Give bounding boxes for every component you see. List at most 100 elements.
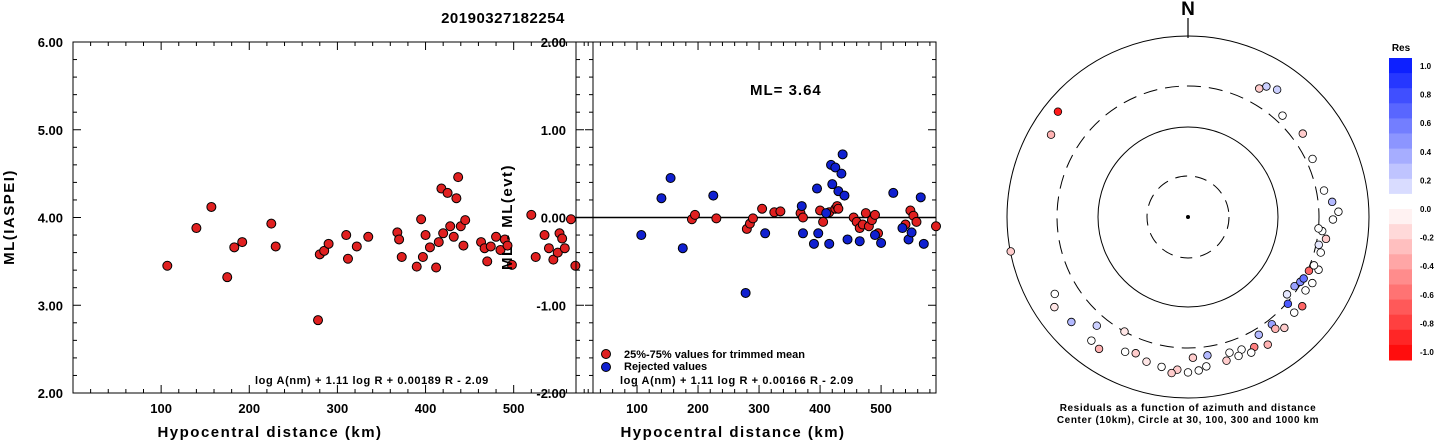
residual-distance-point: [797, 212, 808, 223]
residual-distance-point: [837, 149, 848, 160]
residual-station-point: [1247, 348, 1256, 357]
residual-station-point: [1334, 207, 1343, 216]
ml-distance-point: [506, 259, 517, 270]
colorbar-swatch: [1389, 299, 1412, 316]
azimuth-residual-points: [1006, 82, 1343, 378]
ml-distance-point: [420, 230, 431, 241]
residual-distance-point: [708, 190, 719, 201]
ml-distance-xtick-label: 100: [150, 401, 172, 416]
residual-station-point: [1087, 336, 1096, 345]
residual-distance-ytick-label: 0.00: [541, 211, 566, 226]
ml-distance-point: [363, 231, 374, 242]
ml-distance-ylabel: ML(IASPEI): [1, 169, 18, 265]
residual-distance-point: [760, 228, 771, 239]
ml-distance-point: [491, 231, 502, 242]
residual-distance-xtick-label: 300: [748, 401, 770, 416]
residual-station-point: [1046, 130, 1056, 139]
residual-distance-point: [888, 187, 899, 198]
residual-distance-point: [818, 216, 829, 227]
colorbar-labels: 1.0 0.8 0.6 0.4 0.2 0.0 -0.2 -0.4 -0.6 -0.8 -1.0: [1420, 62, 1434, 357]
residual-station-point: [1316, 248, 1325, 257]
residual-station-point: [1283, 299, 1293, 309]
colorbar-label: -1.0: [1420, 348, 1434, 357]
residual-station-point: [1203, 351, 1212, 360]
colorbar-swatch: [1389, 329, 1412, 346]
colorbar-swatch: [1389, 73, 1412, 89]
residual-station-point: [1314, 240, 1323, 249]
ring-30km: [1146, 175, 1230, 259]
ml-distance-point: [417, 251, 428, 262]
ml-distance-xtick-label: 200: [238, 401, 260, 416]
azimuth-residual-panel: N Residuals as a function of azimuth and…: [1006, 0, 1370, 426]
residual-station-point: [1094, 344, 1104, 354]
residual-station-point: [1067, 317, 1076, 327]
ml-distance-point: [424, 242, 435, 253]
ml-distance-ytick-label: 3.00: [38, 298, 63, 313]
ml-distance-point: [445, 221, 456, 232]
ml-distance-point: [570, 260, 581, 271]
ml-distance-point: [453, 172, 464, 183]
colorbar-label: -0.8: [1420, 319, 1434, 328]
ml-distance-point: [448, 231, 459, 242]
colorbar-swatch: [1389, 314, 1412, 331]
residual-distance-point: [665, 173, 676, 184]
ml-distance-point: [341, 230, 352, 241]
residual-distance-point: [876, 237, 887, 248]
residual-station-point: [1142, 357, 1151, 366]
residual-station-point: [1006, 247, 1015, 256]
colorbar-label: -0.4: [1420, 262, 1434, 271]
residual-distance-point: [836, 168, 847, 179]
ml-distance-ytick-label: 4.00: [38, 211, 63, 226]
colorbar-swatch: [1389, 269, 1412, 285]
residual-distance-point: [740, 287, 751, 298]
residual-station-point: [1225, 348, 1234, 357]
residual-station-point: [1050, 289, 1059, 299]
ml-distance-point: [323, 238, 334, 249]
ml-distance-point: [351, 241, 362, 252]
colorbar-label: 1.0: [1420, 62, 1432, 71]
residual-distance-point: [839, 190, 850, 201]
ring-1000km: [1006, 35, 1370, 399]
ml-distance-point: [565, 214, 576, 225]
ml-distance-point: [552, 247, 563, 258]
polar-caption-line-1: Residuals as a function of azimuth and d…: [1060, 403, 1317, 414]
colorbar-swatch: [1389, 148, 1412, 165]
residual-distance-point: [906, 227, 917, 238]
residual-distance-point: [812, 183, 823, 194]
residual-distance-point: [775, 206, 786, 217]
residual-station-point: [1050, 302, 1059, 312]
ml-distance-ytick-label: 5.00: [38, 123, 63, 138]
residual-station-point: [1167, 368, 1176, 378]
residual-station-point: [1290, 308, 1299, 317]
colorbar-swatch: [1389, 209, 1412, 225]
colorbar-label: -0.6: [1420, 291, 1434, 300]
colorbar-label: 0.2: [1420, 176, 1432, 185]
residual-station-point: [1120, 327, 1129, 336]
residual-station-point: [1301, 286, 1310, 295]
ring-100km: [1097, 126, 1279, 308]
colorbar-swatch: [1389, 58, 1412, 74]
ml-distance-point: [342, 253, 353, 264]
legend-rejected-label: Rejected values: [624, 361, 707, 373]
residual-distance-point: [869, 209, 880, 220]
residual-distance-xtick-label: 100: [626, 401, 648, 416]
legend-trimmed-marker: [601, 349, 611, 359]
residual-distance-point: [897, 223, 908, 234]
residual-distance-point: [821, 208, 832, 219]
residual-station-point: [1327, 197, 1337, 207]
ml-distance-point: [162, 260, 173, 271]
ml-distance-ytick-label: 6.00: [38, 35, 63, 50]
ml-distance-point: [559, 243, 570, 254]
residual-distance-point: [911, 216, 922, 227]
ml-distance-point: [495, 244, 506, 255]
legend-trimmed-label: 25%-75% values for trimmed mean: [624, 349, 805, 361]
ml-distance-point: [442, 187, 453, 198]
ml-distance-point: [270, 241, 281, 252]
residual-station-point: [1314, 224, 1323, 233]
ml-distance-point: [502, 240, 513, 251]
event-id-title: 20190327182254: [441, 10, 565, 27]
residual-distance-point: [757, 203, 768, 214]
ml-distance-point: [313, 315, 324, 326]
residual-distance-point: [797, 228, 808, 239]
